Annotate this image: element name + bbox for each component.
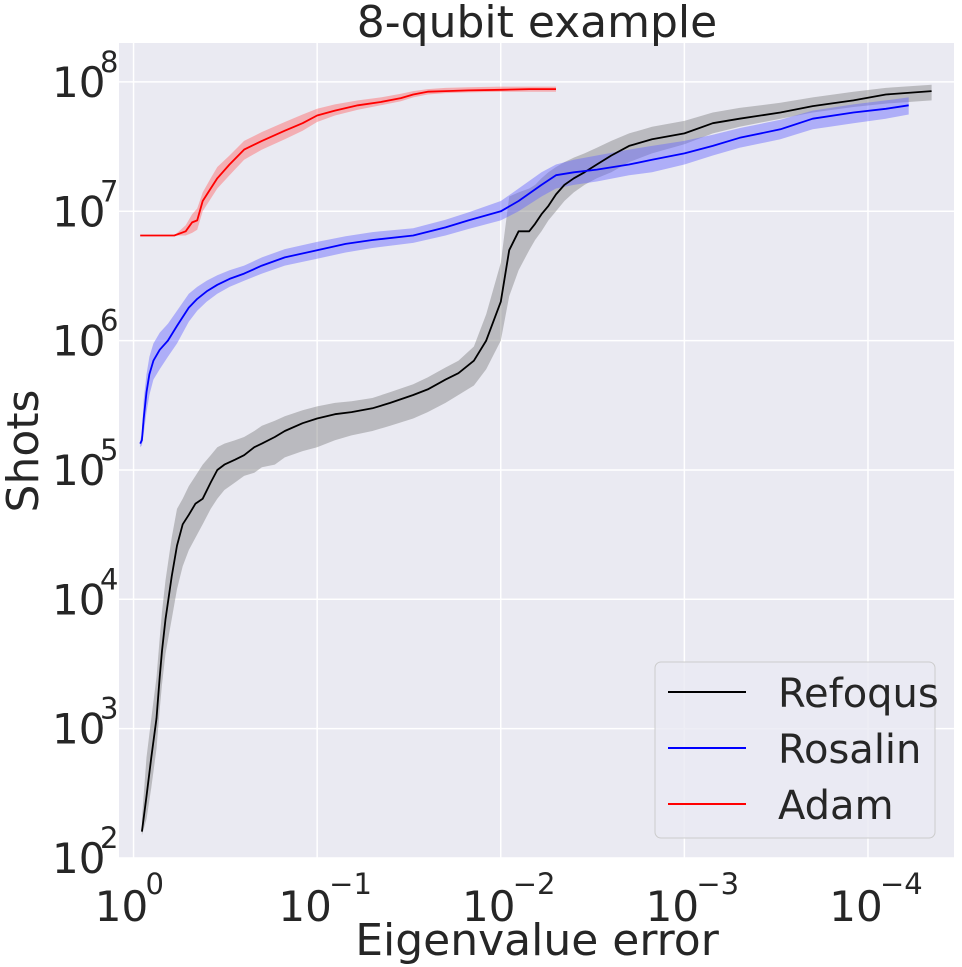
y-tick-exponent: 4 <box>100 562 118 596</box>
adam-line <box>140 88 556 237</box>
confidence-bands <box>140 84 932 836</box>
series-lines <box>139 88 932 832</box>
y-axis-label: Shots <box>0 390 49 513</box>
refoqus-line <box>141 90 932 832</box>
grid-lines <box>119 43 954 859</box>
x-tick-exponent: −4 <box>880 867 923 901</box>
x-tick-exponent: −1 <box>329 867 372 901</box>
legend-label-refoqus: Refoqus <box>778 671 939 717</box>
y-tick-label: 10 <box>52 705 105 754</box>
x-tick-label: 10 <box>278 882 331 931</box>
x-tick-label: 10 <box>95 882 148 931</box>
x-axis-label: Eigenvalue error <box>355 915 720 966</box>
y-tick-label: 10 <box>52 317 105 366</box>
y-tick-exponent: 3 <box>100 692 118 726</box>
y-tick-label: 10 <box>52 834 105 883</box>
legend-frame <box>654 661 936 839</box>
rosalin-line <box>139 104 909 445</box>
legend: Refoqus Rosalin Adam <box>654 661 939 839</box>
y-tick-label: 10 <box>52 58 105 107</box>
x-tick-label: 10 <box>829 882 882 931</box>
legend-label-rosalin: Rosalin <box>778 727 921 773</box>
y-tick-exponent: 5 <box>100 433 118 467</box>
x-tick-exponent: 0 <box>146 867 164 901</box>
y-tick-label: 10 <box>52 187 105 236</box>
chart-title: 8-qubit example <box>357 0 717 48</box>
y-tick-exponent: 8 <box>100 45 118 79</box>
legend-label-adam: Adam <box>778 783 894 829</box>
y-tick-exponent: 6 <box>100 304 118 338</box>
x-tick-exponent: −2 <box>513 867 556 901</box>
y-tick-label: 10 <box>52 575 105 624</box>
y-tick-label: 10 <box>52 446 105 495</box>
y-tick-exponent: 2 <box>100 821 118 855</box>
refoqus-band <box>141 84 932 836</box>
x-tick-label: 10 <box>646 882 699 931</box>
y-tick-exponent: 7 <box>100 174 118 208</box>
x-tick-label: 10 <box>462 882 515 931</box>
x-axis-ticks: 100 10−1 10−2 10−3 10−4 <box>95 867 923 931</box>
x-tick-exponent: −3 <box>696 867 739 901</box>
